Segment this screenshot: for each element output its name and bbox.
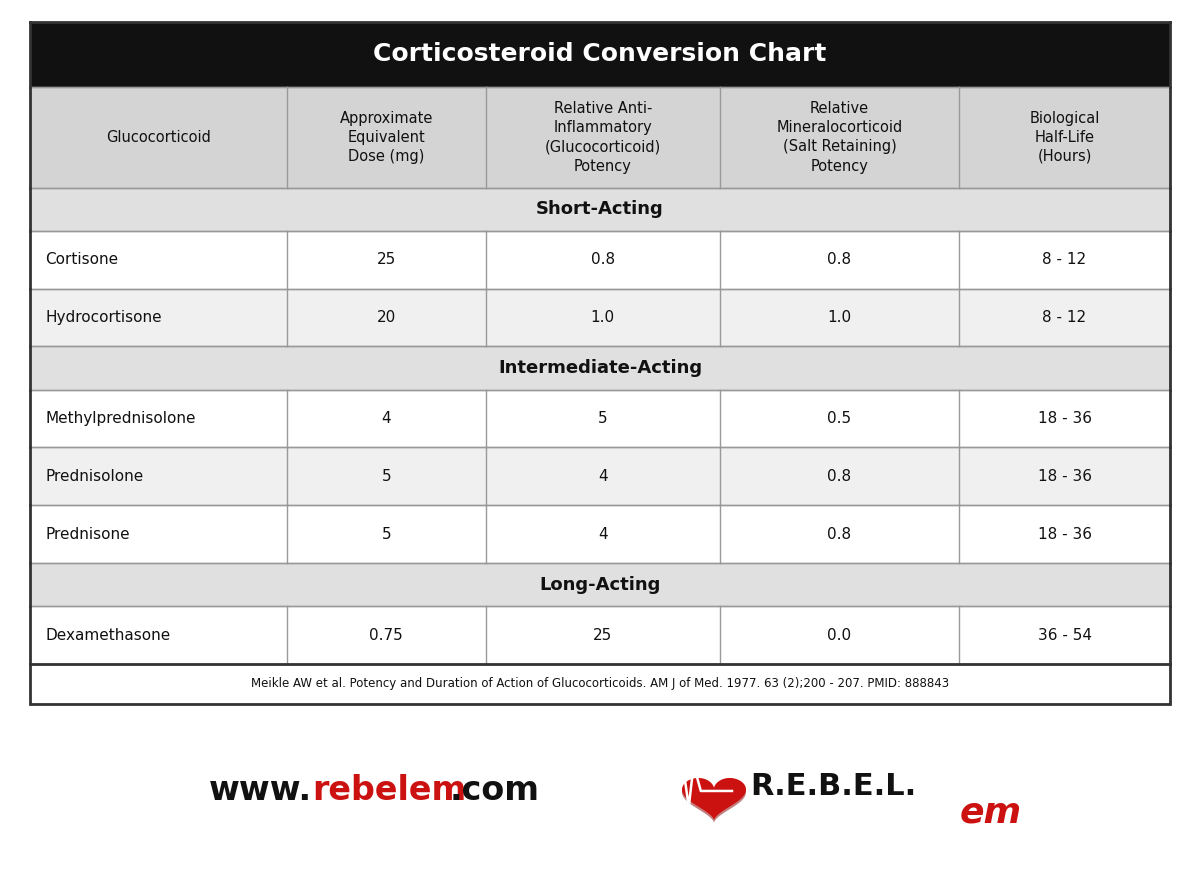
Bar [30, 607, 287, 664]
Bar [30, 390, 287, 447]
Bar [720, 87, 959, 188]
Bar [720, 447, 959, 505]
Bar [287, 447, 486, 505]
Bar [720, 231, 959, 288]
Text: 0.8: 0.8 [590, 253, 614, 267]
Bar [486, 607, 720, 664]
Text: Prednisolone: Prednisolone [46, 468, 144, 484]
Bar [30, 447, 287, 505]
Text: Corticosteroid Conversion Chart: Corticosteroid Conversion Chart [373, 42, 827, 66]
Bar [486, 87, 720, 188]
Text: Intermediate-Acting: Intermediate-Acting [498, 359, 702, 377]
Text: 18 - 36: 18 - 36 [1038, 468, 1092, 484]
Bar [720, 390, 959, 447]
Text: Methylprednisolone: Methylprednisolone [46, 411, 196, 427]
Bar [959, 447, 1170, 505]
Bar [30, 346, 1170, 390]
Bar [287, 87, 486, 188]
Text: Dexamethasone: Dexamethasone [46, 628, 170, 642]
Bar [486, 505, 720, 563]
Bar [959, 288, 1170, 346]
Text: 18 - 36: 18 - 36 [1038, 411, 1092, 427]
Text: 4: 4 [382, 411, 391, 427]
Text: Cortisone: Cortisone [46, 253, 119, 267]
Bar [287, 231, 486, 288]
PathPatch shape [682, 778, 746, 820]
Bar [959, 607, 1170, 664]
Bar [959, 390, 1170, 447]
Bar [720, 607, 959, 664]
Text: 25: 25 [377, 253, 396, 267]
PathPatch shape [682, 780, 746, 822]
Text: 20: 20 [377, 310, 396, 325]
Text: 5: 5 [382, 468, 391, 484]
Bar [30, 231, 287, 288]
Bar [720, 505, 959, 563]
Text: rebelem: rebelem [312, 774, 467, 808]
Bar [486, 390, 720, 447]
Bar [486, 447, 720, 505]
Bar [287, 607, 486, 664]
Bar [30, 563, 1170, 607]
Bar [30, 664, 1170, 704]
Text: Hydrocortisone: Hydrocortisone [46, 310, 162, 325]
Bar [30, 505, 287, 563]
Text: www.: www. [209, 774, 312, 808]
Text: Biological
Half-Life
(Hours): Biological Half-Life (Hours) [1030, 111, 1099, 164]
Text: 36 - 54: 36 - 54 [1038, 628, 1092, 642]
Text: 5: 5 [382, 526, 391, 542]
Text: 5: 5 [598, 411, 607, 427]
Text: Relative Anti-
Inflammatory
(Glucocorticoid)
Potency: Relative Anti- Inflammatory (Glucocortic… [545, 101, 661, 174]
Text: 4: 4 [598, 526, 607, 542]
Bar [30, 188, 1170, 231]
Text: Prednisone: Prednisone [46, 526, 131, 542]
Text: Glucocorticoid: Glucocorticoid [106, 129, 211, 145]
Text: R.E.B.E.L.: R.E.B.E.L. [750, 772, 917, 801]
Text: 8 - 12: 8 - 12 [1043, 253, 1087, 267]
Bar [287, 505, 486, 563]
Text: Relative
Mineralocorticoid
(Salt Retaining)
Potency: Relative Mineralocorticoid (Salt Retaini… [776, 101, 902, 174]
Bar [30, 664, 1170, 704]
Text: 4: 4 [598, 468, 607, 484]
Bar [287, 288, 486, 346]
Bar [30, 288, 287, 346]
Text: 0.0: 0.0 [827, 628, 852, 642]
Text: Approximate
Equivalent
Dose (mg): Approximate Equivalent Dose (mg) [340, 111, 433, 164]
Text: 25: 25 [593, 628, 612, 642]
Text: .com: .com [450, 774, 540, 808]
Bar [287, 390, 486, 447]
Text: 0.8: 0.8 [827, 468, 852, 484]
Text: 0.75: 0.75 [370, 628, 403, 642]
Bar [486, 231, 720, 288]
Text: Meikle AW et al. Potency and Duration of Action of Glucocorticoids. AM J of Med.: Meikle AW et al. Potency and Duration of… [251, 677, 949, 690]
Text: Long-Acting: Long-Acting [539, 576, 661, 593]
Bar [720, 288, 959, 346]
Text: 8 - 12: 8 - 12 [1043, 310, 1087, 325]
Bar [30, 22, 1170, 87]
Text: em: em [960, 796, 1022, 829]
Text: 0.8: 0.8 [827, 526, 852, 542]
Text: 18 - 36: 18 - 36 [1038, 526, 1092, 542]
Bar [486, 288, 720, 346]
Text: 0.8: 0.8 [827, 253, 852, 267]
Bar [959, 505, 1170, 563]
Text: 1.0: 1.0 [827, 310, 852, 325]
Bar [959, 87, 1170, 188]
Bar [959, 231, 1170, 288]
Text: 1.0: 1.0 [590, 310, 614, 325]
Text: 0.5: 0.5 [827, 411, 852, 427]
Bar [30, 87, 287, 188]
Text: Short-Acting: Short-Acting [536, 200, 664, 218]
